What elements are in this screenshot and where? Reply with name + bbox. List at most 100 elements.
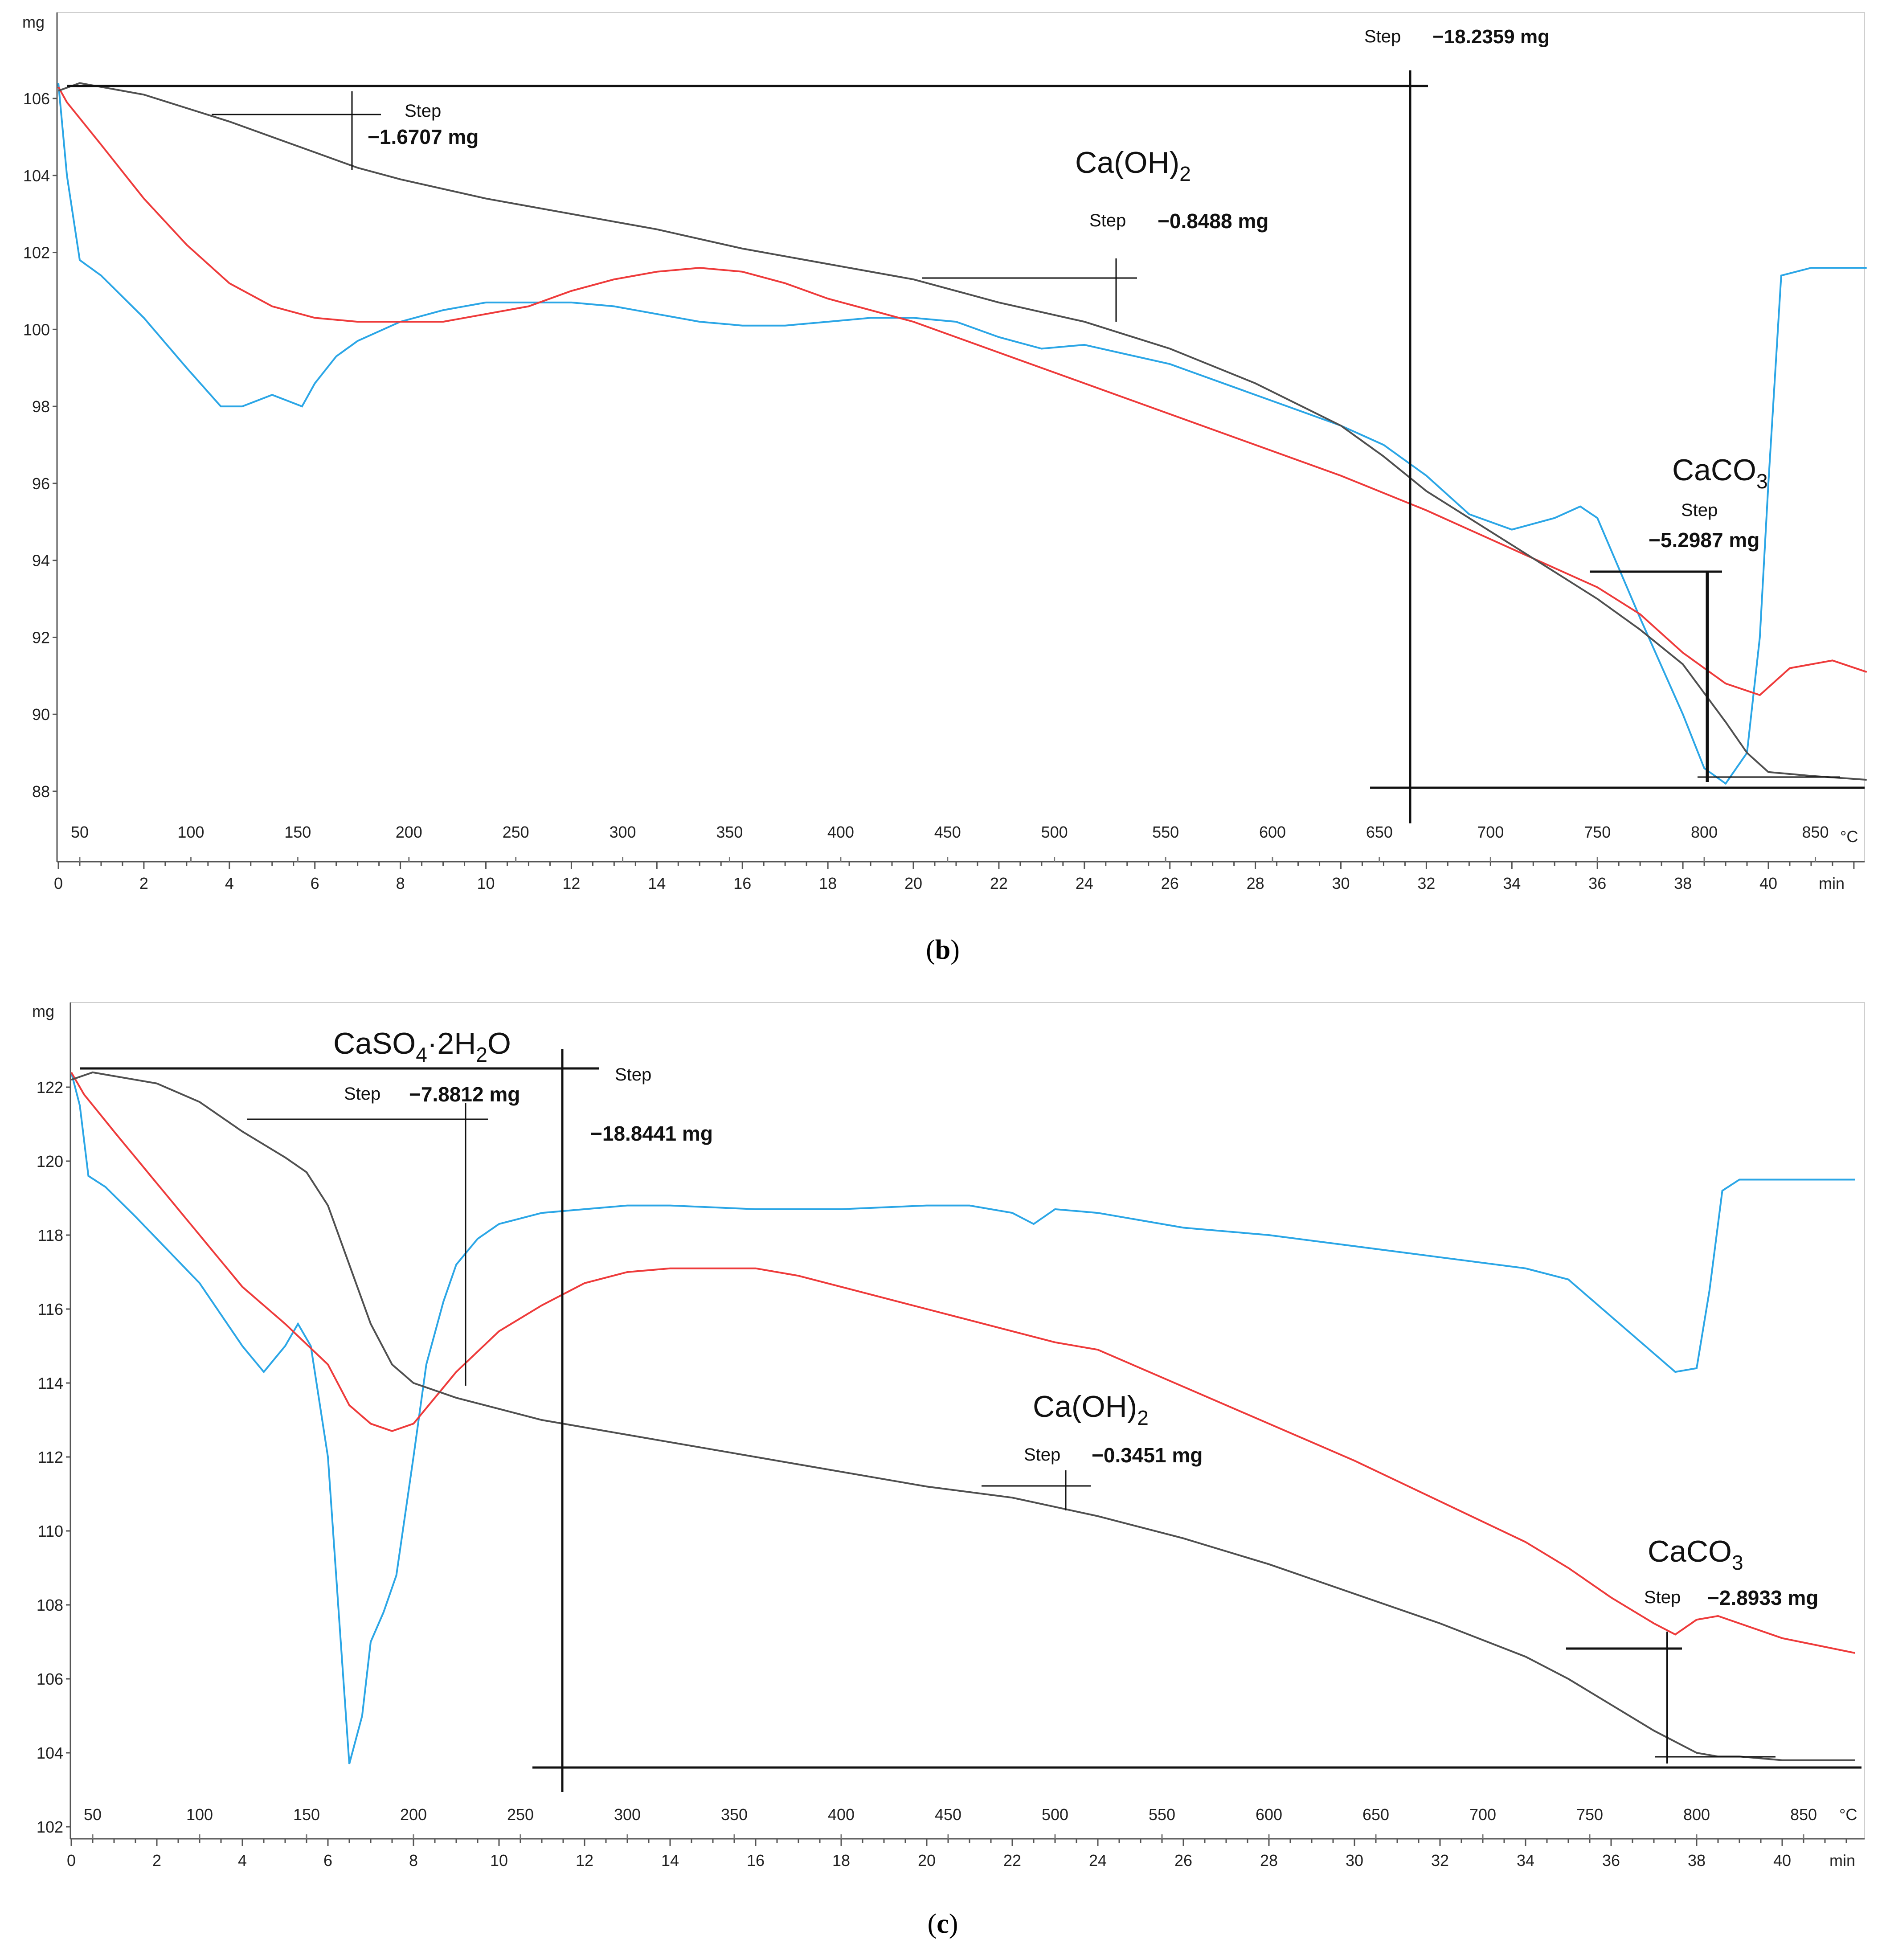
- panel-c-x-tick-label: 14: [661, 1851, 679, 1870]
- panel-b-step4-value: −5.2987 mg: [1649, 528, 1759, 552]
- panel-c-temperature-tick-label: 500: [1042, 1805, 1068, 1824]
- panel-b-x-tick-label: 20: [904, 874, 922, 892]
- panel-b-temperature-tick-label: 250: [503, 823, 529, 841]
- panel-b-x-ticks: 0 2 4 6 8 10 12 14 16 18 20 22 24 26 28 30 32 34 36 38 40: [54, 862, 1855, 892]
- panel-c-temperature-tick-label: 300: [614, 1805, 641, 1824]
- panel-b-x-tick-label: 36: [1588, 874, 1606, 892]
- panel-b-x-tick-label: 34: [1503, 874, 1521, 892]
- panel-c-caco3-sub: 3: [1732, 1551, 1743, 1574]
- panel-c-temperature-unit: °C: [1839, 1805, 1857, 1824]
- panel-c-step-lines: [80, 1049, 1861, 1792]
- panel-b-caco3-base: CaCO: [1672, 453, 1756, 487]
- panel-c-step4-value: −2.8933 mg: [1707, 1586, 1818, 1609]
- panel-b-temperature-tick-label: 50: [71, 823, 89, 841]
- panel-c-x-ticks: 0 2 4 6 8 10 12 14 16 18 20 22 24 26 28 30 32 34 36 38 40: [67, 1839, 1847, 1870]
- panel-b-step1-value: −1.6707 mg: [368, 125, 479, 148]
- panel-b-y-tick-label: 88: [32, 782, 50, 801]
- panel-b-y-ticks: 88 90 92 94 96 98 100 102 104 106: [23, 90, 57, 801]
- panel-c-y-tick-label: 102: [37, 1818, 63, 1836]
- panel-c-caoh2-sub: 2: [1137, 1406, 1149, 1429]
- panel-b-y-tick-label: 98: [32, 397, 50, 416]
- panel-c-y-tick-label: 120: [37, 1152, 63, 1170]
- panel-c-temperature-tick-label: 50: [84, 1805, 102, 1824]
- panel-c-x-tick-label: 38: [1688, 1851, 1706, 1870]
- panel-c-dtg-series-line: [70, 1072, 1855, 1654]
- panel-b-total-step-label: Step: [1364, 27, 1401, 46]
- panel-c-gypsum-base: CaSO: [333, 1027, 416, 1060]
- panel-b-x-tick-label: 6: [311, 874, 319, 892]
- panel-b-temperature-tick-label: 300: [610, 823, 636, 841]
- panel-c-gypsum-sub: 4: [416, 1043, 427, 1066]
- panel-b-temperature-tick-label: 800: [1691, 823, 1718, 841]
- panel-c-y-tick-label: 116: [38, 1300, 63, 1318]
- panel-c-y-tick-label: 106: [37, 1670, 63, 1688]
- panel-c-x-tick-label: 32: [1431, 1851, 1449, 1870]
- panel-b-x-tick-label: 4: [225, 874, 234, 892]
- panel-b-x-tick-label: 2: [139, 874, 148, 892]
- panel-c-x-tick-label: 10: [490, 1851, 508, 1870]
- panel-c-gypsum-sub2: 2: [476, 1043, 487, 1066]
- panel-b-y-tick-label: 90: [32, 705, 50, 724]
- panel-b-temperature-tick-label: 500: [1041, 823, 1068, 841]
- panel-b-total-step-value: −18.2359 mg: [1432, 26, 1550, 48]
- panel-b-caoh2-base: Ca(OH): [1075, 146, 1179, 180]
- panel-c-x-tick-label: 4: [238, 1851, 247, 1870]
- panel-c-compound-gypsum: CaSO4·2H2O: [333, 1027, 511, 1066]
- panel-b-x-tick-label: 10: [477, 874, 495, 892]
- panel-c-temperature-tick-label: 400: [828, 1805, 855, 1824]
- panel-b-temperature-tick-label: 450: [934, 823, 961, 841]
- panel-b-x-tick-label: 12: [562, 874, 580, 892]
- panel-c-x-tick-label: 12: [576, 1851, 593, 1870]
- panel-b-caption: (b): [926, 935, 960, 965]
- panel-b-step-lines: [67, 70, 1865, 823]
- panel-b-temperature-tick-label: 850: [1802, 823, 1829, 841]
- panel-c-x-tick-label: 24: [1089, 1851, 1107, 1870]
- panel-c-temperature-tick-label: 750: [1576, 1805, 1603, 1824]
- panel-b-dtg-series-line: [57, 86, 1867, 696]
- panel-c-temperature-tick-label: 650: [1362, 1805, 1389, 1824]
- panel-c-y-ticks: 102 104 106 108 110 112 114 116 118 120 122: [37, 1078, 70, 1836]
- panel-b-y-tick-label: 92: [32, 628, 50, 647]
- panel-c-temperature-tick-label: 250: [507, 1805, 534, 1824]
- panel-b-x-tick-label: 16: [733, 874, 751, 892]
- panel-b-temperature-tick-label: 350: [716, 823, 743, 841]
- panel-c-x-tick-label: 6: [323, 1851, 332, 1870]
- panel-b-y-tick-label: 106: [23, 90, 50, 108]
- panel-b-y-unit: mg: [22, 13, 45, 31]
- panel-c-temperature-tick-label: 150: [293, 1805, 320, 1824]
- panel-c-compound-caoh2: Ca(OH)2: [1033, 1390, 1149, 1429]
- panel-c-step1-label: Step: [344, 1084, 380, 1104]
- panel-b-y-tick-label: 102: [23, 244, 50, 262]
- panel-c-x-tick-label: 18: [832, 1851, 850, 1870]
- panel-c-caption-letter: c: [937, 1909, 949, 1939]
- panel-b-y-tick-label: 104: [23, 167, 50, 185]
- panel-b-compound-caco3: CaCO3: [1672, 453, 1768, 493]
- panel-c-temperature-tick-label: 450: [935, 1805, 961, 1824]
- panel-b-step2-value: −0.8488 mg: [1158, 209, 1268, 233]
- panel-c-temperature-tick-label: 700: [1469, 1805, 1496, 1824]
- panel-b-x-tick-label: 22: [990, 874, 1008, 892]
- panel-b-step4-label: Step: [1681, 500, 1718, 520]
- panel-c-x-tick-label: 40: [1773, 1851, 1791, 1870]
- panel-c-temperature-tick-label: 800: [1683, 1805, 1710, 1824]
- panel-b-temperature-tick-label: 700: [1477, 823, 1504, 841]
- panel-c-caoh2-base: Ca(OH): [1033, 1390, 1137, 1424]
- panel-c-y-unit: mg: [32, 1002, 54, 1020]
- panel-b-temperature-ticks: 50 100 150 200 250 300 350 400 450 500 550 600 650 70…: [71, 823, 1829, 862]
- panel-c-total-step-value: −18.8441 mg: [590, 1122, 713, 1145]
- panel-c-y-tick-label: 118: [38, 1226, 63, 1244]
- panel-b-x-tick-label: 24: [1076, 874, 1093, 892]
- panel-c-x-tick-label: 0: [67, 1851, 76, 1870]
- panel-c-temperature-ticks: 50 100 150 200 250 300 350 400 450 500 550 600 650 70…: [84, 1805, 1817, 1839]
- panel-b-step2-label: Step: [1089, 211, 1126, 230]
- panel-b-x-tick-label: 32: [1417, 874, 1435, 892]
- panel-c-temperature-tick-label: 600: [1256, 1805, 1282, 1824]
- panel-c-x-tick-label: 36: [1602, 1851, 1620, 1870]
- panel-c-x-tick-label: 22: [1003, 1851, 1021, 1870]
- panel-b-caoh2-sub: 2: [1179, 162, 1191, 185]
- panel-c-caco3-base: CaCO: [1648, 1534, 1732, 1568]
- panel-c-temperature-tick-label: 850: [1790, 1805, 1817, 1824]
- panel-b-tg-series-line: [58, 82, 1867, 781]
